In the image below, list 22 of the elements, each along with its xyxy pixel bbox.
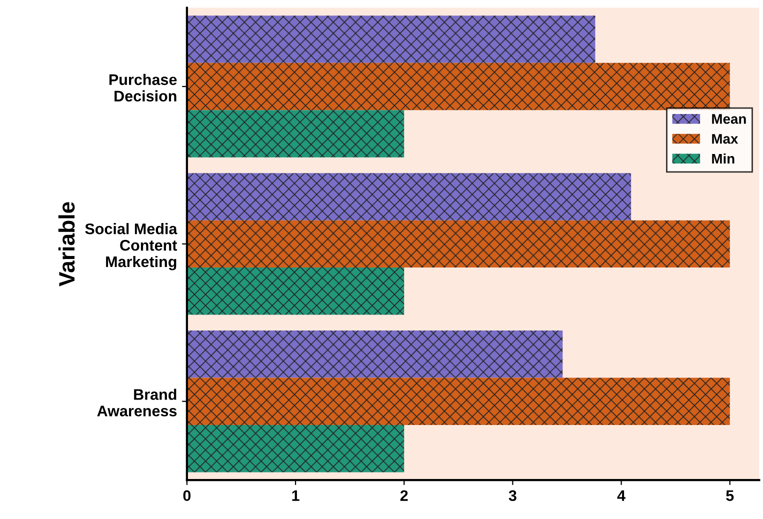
x-tick-label: 0: [183, 490, 191, 502]
y-tick-label: Brand Awareness: [97, 388, 177, 416]
x-tick-label: 3: [508, 490, 516, 502]
y-tick-label: Social Media Content Marketing: [85, 223, 178, 270]
bar: [186, 268, 404, 315]
bar: [186, 424, 404, 472]
y-axis-title: Variable: [58, 202, 75, 286]
bar: [186, 62, 730, 110]
bar: [186, 330, 563, 378]
x-tick-label: 2: [400, 490, 408, 501]
x-tick-label: 1: [292, 490, 300, 501]
legend-label: Mean: [712, 114, 746, 124]
legend-label: Min: [712, 153, 734, 164]
bar: [186, 110, 404, 158]
bar: [186, 378, 730, 425]
bar: [186, 220, 730, 268]
x-tick-label: 5: [726, 490, 734, 502]
bar: [186, 16, 596, 63]
legend-label: Max: [712, 134, 738, 144]
bar: [186, 173, 632, 220]
y-tick-label: Purchase Decision: [109, 74, 177, 102]
x-tick-label: 4: [617, 490, 626, 501]
